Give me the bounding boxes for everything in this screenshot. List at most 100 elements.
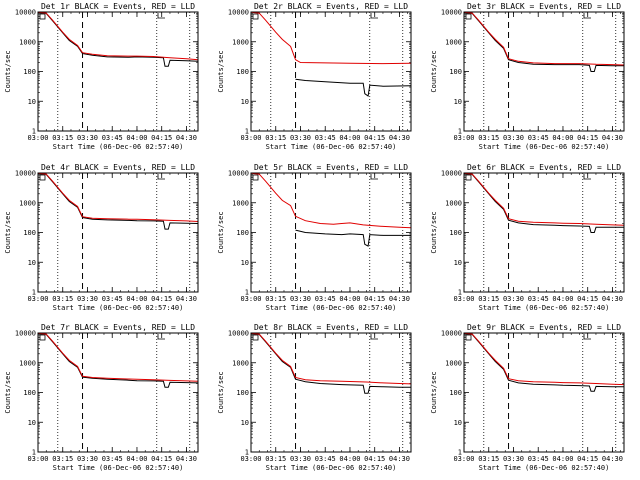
x-tick-label: 03:45 [528,295,549,303]
x-tick-label: 03:00 [240,295,261,303]
x-tick-label: 03:00 [453,134,474,142]
y-tick-label: 10000 [441,170,462,178]
chart-title: Det 9r BLACK = Events, RED = LLD [467,323,621,332]
y-tick-label: 1 [245,128,249,136]
x-axis-label: Start Time (06-Dec-06 02:57:40) [53,143,184,151]
lld-series-line [250,332,412,385]
x-tick-label: 03:30 [503,134,524,142]
x-tick-label: 03:45 [315,134,336,142]
x-tick-label: 03:15 [52,455,73,463]
events-series-line [463,12,624,72]
lld-series-line [463,11,625,66]
x-axis-label: Start Time (06-Dec-06 02:57:40) [53,304,184,312]
plot-frame [463,172,625,293]
y-tick-label: 1000 [19,359,36,367]
chart-title: Det 6r BLACK = Events, RED = LLD [467,163,621,172]
x-tick-label: 03:00 [27,295,48,303]
x-axis-label: Start Time (06-Dec-06 02:57:40) [479,304,610,312]
x-tick-label: 03:30 [290,455,311,463]
y-tick-label: 10000 [15,330,36,338]
chart-title: Det 4r BLACK = Events, RED = LLD [41,163,195,172]
x-tick-label: 04:15 [577,455,598,463]
y-tick-label: 1000 [19,199,36,207]
x-tick-label: 03:45 [102,455,123,463]
x-tick-label: 04:15 [151,455,172,463]
y-tick-label: 100 [449,68,462,76]
lld-series-line [37,332,199,382]
y-tick-label: 1000 [445,199,462,207]
x-tick-label: 03:30 [77,134,98,142]
y-tick-label: 10000 [15,170,36,178]
y-axis-label: Counts/sec [217,211,225,253]
x-axis-label: Start Time (06-Dec-06 02:57:40) [479,143,610,151]
x-tick-label: 04:15 [364,295,385,303]
x-tick-label: 03:30 [77,295,98,303]
x-tick-label: 03:30 [503,295,524,303]
y-tick-label: 10 [241,419,249,427]
chart-panel-6: Det 6r BLACK = Events, RED = LLD Counts/s… [430,163,625,312]
chart-title: Det 7r BLACK = Events, RED = LLD [41,323,195,332]
x-tick-label: 04:00 [552,455,573,463]
corner-bracket-right [583,13,591,19]
corner-box-left [39,334,46,341]
x-tick-label: 04:15 [151,134,172,142]
x-tick-label: 03:45 [102,295,123,303]
lld-series-line [37,11,199,61]
x-tick-label: 03:30 [290,134,311,142]
x-tick-label: 03:45 [315,455,336,463]
y-tick-label: 10000 [228,330,249,338]
corner-box-left [252,334,259,341]
x-tick-label: 04:15 [364,455,385,463]
corner-bracket-right [157,13,165,19]
x-tick-label: 04:15 [577,134,598,142]
corner-bracket-right [370,13,378,19]
x-tick-label: 03:00 [27,455,48,463]
x-tick-label: 04:30 [602,295,623,303]
x-tick-label: 03:15 [265,134,286,142]
x-tick-label: 03:45 [528,134,549,142]
x-tick-label: 03:15 [478,295,499,303]
x-tick-label: 03:15 [52,134,73,142]
y-tick-label: 100 [236,229,249,237]
x-axis-label: Start Time (06-Dec-06 02:57:40) [266,304,397,312]
corner-bracket-right [370,334,378,340]
corner-bracket-right [157,334,165,340]
chart-title: Det 8r BLACK = Events, RED = LLD [254,323,408,332]
y-tick-label: 10 [241,259,249,267]
y-tick-label: 10000 [228,170,249,178]
events-series-line [295,229,411,247]
y-tick-label: 100 [236,389,249,397]
y-tick-label: 1 [245,289,249,297]
plot-frame [250,172,412,293]
plot-frame [37,172,199,293]
y-tick-label: 10 [28,259,36,267]
plot-frame [463,11,625,132]
plot-frame [37,11,199,132]
y-tick-label: 100 [449,389,462,397]
y-tick-label: 10 [28,419,36,427]
y-tick-label: 1 [458,449,462,457]
corner-box-left [252,174,259,181]
corner-box-left [465,334,472,341]
y-tick-label: 1 [245,449,249,457]
y-tick-label: 1 [32,128,36,136]
x-tick-label: 03:00 [240,134,261,142]
x-tick-label: 03:45 [528,455,549,463]
corner-box-left [39,174,46,181]
lld-series-line [463,332,625,386]
corner-bracket-right [370,174,378,180]
chart-panel-3: Det 3r BLACK = Events, RED = LLD Counts/s… [430,2,625,151]
y-tick-label: 1000 [232,359,249,367]
lld-series-line [463,172,625,226]
y-tick-label: 10 [454,419,462,427]
x-tick-label: 03:00 [453,455,474,463]
x-tick-label: 03:00 [240,455,261,463]
y-tick-label: 1 [32,289,36,297]
x-tick-label: 04:30 [602,455,623,463]
y-axis-label: Counts/sec [217,371,225,413]
y-tick-label: 10 [454,259,462,267]
y-tick-label: 1000 [445,359,462,367]
x-axis-label: Start Time (06-Dec-06 02:57:40) [266,464,397,472]
chart-panel-5: Det 5r BLACK = Events, RED = LLD Counts/s… [217,163,412,312]
x-tick-label: 04:30 [389,295,410,303]
